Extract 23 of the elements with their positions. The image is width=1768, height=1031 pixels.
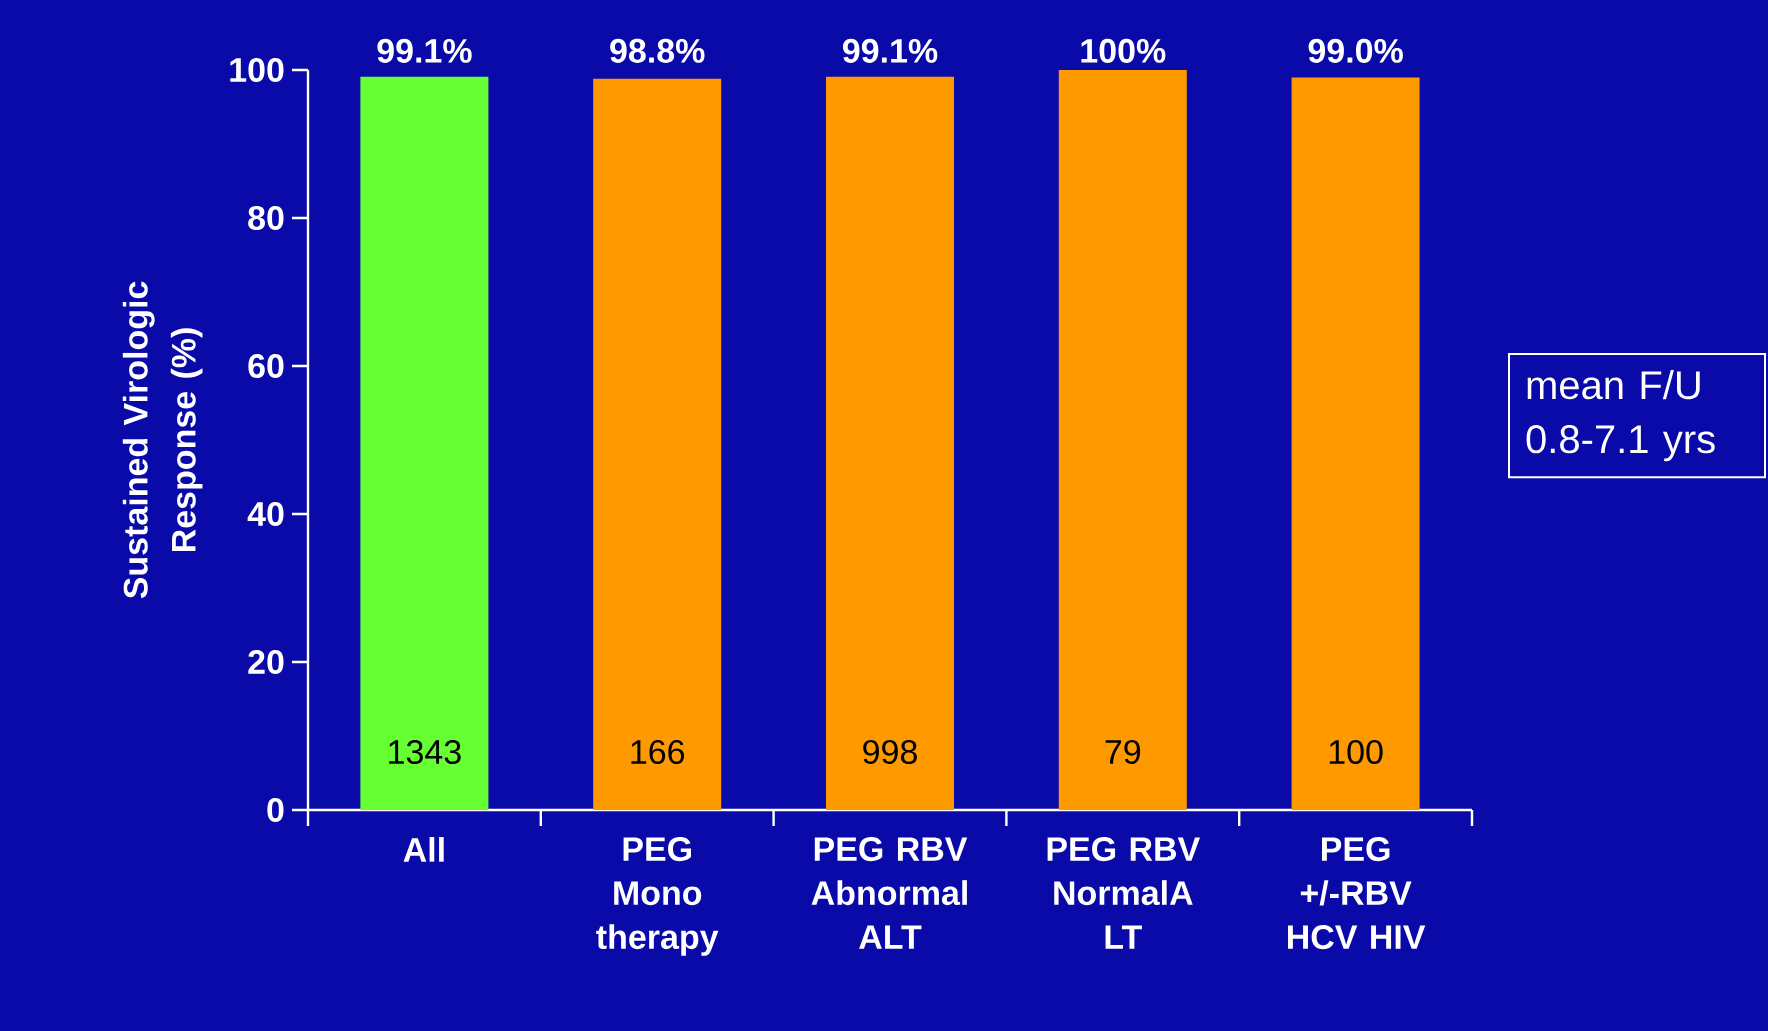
annotation: 100	[1329, 739, 1383, 765]
text: mean F/U 0.8-7.1 yrs	[1526, 369, 1715, 462]
y-tick-label: 60	[248, 353, 284, 379]
annotation: 166	[631, 739, 685, 765]
data-label: 99.1%	[377, 38, 472, 63]
x-tick-label: PEG +/-RBV HCV HIV	[1287, 837, 1426, 950]
annotation: 79	[1105, 739, 1141, 765]
annotation: 1343	[389, 739, 461, 765]
y-tick-label: 0	[267, 797, 284, 823]
x-tick-label: PEG RBV Abnormal ALT	[811, 837, 968, 949]
data-label: 99.1%	[842, 38, 938, 63]
y-axis-title: Sustained Virologic Response (%)	[122, 281, 203, 599]
x-tick-label: PEG Mono therapy	[596, 837, 719, 956]
x-tick-label: PEG RBV NormalA LT	[1047, 837, 1201, 949]
data-label: 98.8%	[610, 38, 705, 63]
y-tick-label: 40	[247, 501, 284, 527]
y-tick-label: 20	[248, 649, 284, 675]
y-tick-label: 80	[248, 205, 284, 231]
x-tick-label: All	[403, 837, 444, 862]
data-label: 99.0%	[1308, 38, 1403, 63]
y-tick-label: 100	[230, 57, 284, 83]
annotation: 998	[863, 739, 917, 765]
data-label: 100%	[1081, 38, 1166, 63]
